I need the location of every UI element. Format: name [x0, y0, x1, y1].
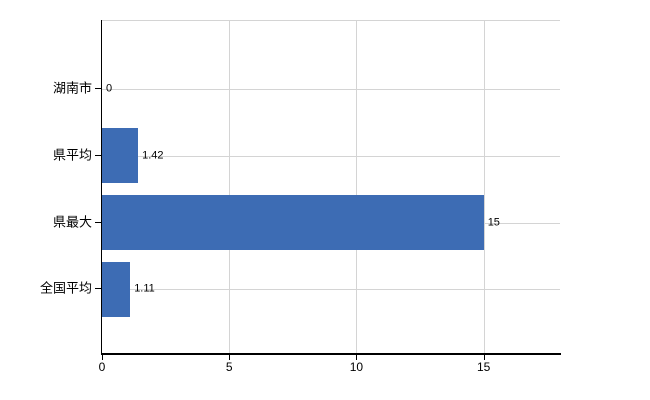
category-label: 全国平均: [39, 280, 92, 296]
category-label: 県平均: [52, 147, 92, 163]
gridline-horizontal: [102, 155, 560, 157]
x-axis-tick: [356, 354, 358, 360]
data-label: 15: [487, 216, 500, 228]
y-axis-tick: [95, 154, 102, 156]
gridline-horizontal: [102, 289, 560, 291]
category-label: 県最大: [52, 214, 92, 229]
category-label: 湖南市: [52, 80, 92, 96]
bar-2: [102, 195, 484, 250]
x-axis-tick-label: 0: [98, 360, 106, 374]
data-label: 1.42: [142, 149, 164, 162]
data-label: 0: [106, 82, 113, 95]
x-axis-tick: [229, 354, 231, 360]
gridline-vertical: [229, 21, 231, 354]
bar-1: [102, 128, 139, 184]
x-axis-tick: [483, 354, 485, 360]
x-axis-tick: [102, 354, 103, 360]
x-axis-tick-label: 15: [477, 360, 491, 374]
gridline-horizontal: [102, 89, 560, 91]
x-axis-line: [100, 353, 561, 355]
bar-3: [102, 261, 131, 317]
gridline-vertical: [356, 21, 358, 354]
y-axis-tick: [95, 288, 102, 290]
y-axis-tick: [95, 88, 102, 90]
x-axis-tick-label: 10: [349, 360, 364, 374]
data-label: 1.11: [134, 282, 155, 295]
y-axis-tick: [95, 221, 102, 223]
plot-area: 0 1.42 15 1.11: [102, 20, 560, 354]
y-axis-line: [100, 20, 102, 354]
x-axis-tick-label: 5: [225, 360, 233, 374]
gridline-vertical: [483, 21, 485, 354]
